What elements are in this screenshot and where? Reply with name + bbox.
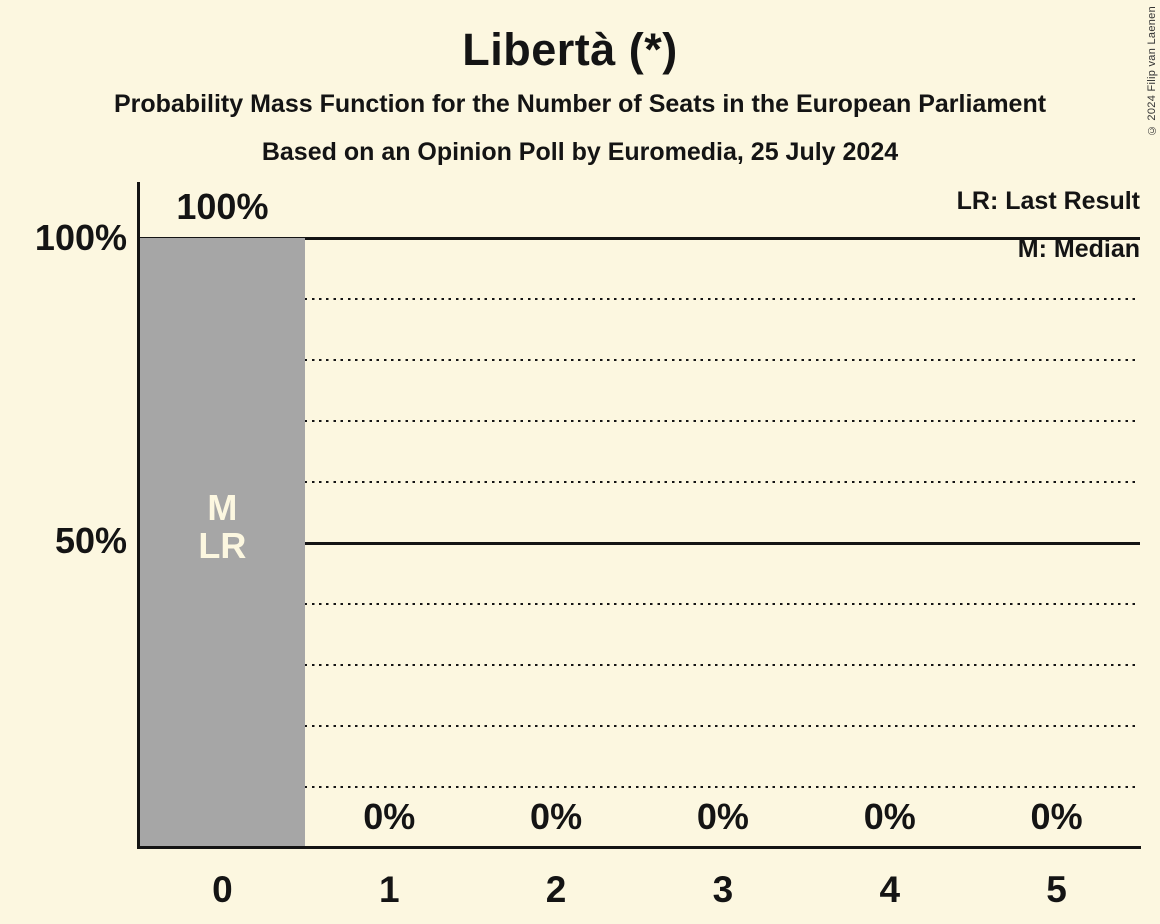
gridline-dotted-90 — [139, 297, 1140, 301]
bar-value-label-5: 0% — [1030, 796, 1083, 837]
bar-value-label-0: 100% — [176, 186, 269, 227]
x-axis-tick-label-1: 1 — [378, 869, 400, 910]
gridline-dotted-80 — [139, 358, 1140, 362]
bar-annotation-median-last-result: M LR — [140, 489, 305, 565]
legend-last-result: LR: Last Result — [956, 187, 1140, 215]
gridline-solid-50 — [139, 541, 1140, 545]
chart-subtitle: Probability Mass Function for the Number… — [113, 90, 1047, 118]
x-axis-line — [137, 846, 1141, 849]
bar-value-label-3: 0% — [696, 796, 749, 837]
bar-value-label-4: 0% — [863, 796, 916, 837]
bar-annotation-line: LR — [198, 525, 247, 566]
legend-median: M: Median — [1017, 235, 1140, 263]
gridline-dotted-60 — [139, 480, 1140, 484]
gridline-dotted-70 — [139, 419, 1140, 423]
x-axis-tick-label-2: 2 — [545, 869, 567, 910]
gridline-dotted-20 — [139, 724, 1140, 728]
x-axis-tick-label-4: 4 — [879, 869, 901, 910]
gridline-dotted-40 — [139, 602, 1140, 606]
x-axis-tick-label-5: 5 — [1046, 869, 1067, 910]
bar-annotation-line: M — [207, 487, 238, 528]
bar-value-label-2: 0% — [530, 796, 583, 837]
chart-poll-info: Based on an Opinion Poll by Euromedia, 2… — [261, 138, 899, 166]
y-axis-tick-label-50: 50% — [54, 520, 127, 561]
chart-title: Libertà (*) — [462, 24, 678, 75]
y-axis-line — [137, 182, 140, 848]
x-axis-tick-label-3: 3 — [712, 869, 734, 910]
gridline-solid-100 — [139, 236, 1140, 240]
bar-seats-0: M LR — [140, 238, 305, 848]
gridline-dotted-30 — [139, 663, 1140, 667]
y-axis-tick-label-100: 100% — [34, 217, 127, 258]
x-axis-tick-label-0: 0 — [212, 869, 233, 910]
bar-value-label-1: 0% — [363, 796, 416, 837]
gridline-dotted-10 — [139, 785, 1140, 789]
